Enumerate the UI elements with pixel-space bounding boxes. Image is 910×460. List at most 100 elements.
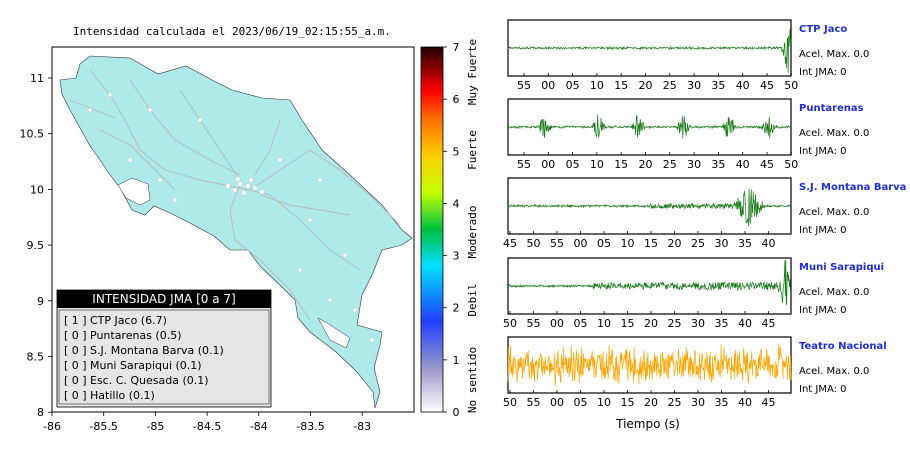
- seismogram-tick-label: 30: [691, 396, 705, 409]
- seismogram-tick-label: 30: [691, 317, 705, 330]
- station-name: Puntarenas: [799, 103, 864, 114]
- seismogram-tick-label: 45: [760, 158, 774, 171]
- colorbar-tick-label: 5: [453, 145, 460, 158]
- seismogram-tick-label: 45: [503, 237, 517, 250]
- seismogram-tick-label: 50: [527, 237, 541, 250]
- legend-item-name: Muni Sarapiqui (0.1): [90, 359, 202, 372]
- seismogram-tick-label: 05: [574, 396, 588, 409]
- station-accel-max: Acel. Max. 0.0: [799, 287, 869, 298]
- seismogram-tick-label: 40: [736, 79, 750, 92]
- seismogram-tick-label: 25: [691, 237, 705, 250]
- intensity-colorbar: 7 6 5 4 3 2 1 0 Muy Fuerte Fuerte Moderado Debil No…: [420, 39, 479, 419]
- seismogram-tick-label: 55: [527, 396, 541, 409]
- seismogram-tick-label: 00: [550, 396, 564, 409]
- seismogram-tick-label: 50: [503, 396, 517, 409]
- seismogram-tick-label: 55: [517, 79, 531, 92]
- map-x-axis: -86 -85.5 -85 -84.5 -84 -83.5 -83: [43, 412, 371, 433]
- seismogram-tick-label: 55: [550, 237, 564, 250]
- seismogram-0: 55 00 05 10 15 20 25 30 35 40 45 50 CTP Jaco Acel. Ma…: [507, 19, 869, 92]
- station-accel-max: Acel. Max. 0.0: [799, 128, 869, 139]
- colorbar-tick-label: 6: [453, 93, 460, 106]
- map-y-tick-label: 10: [30, 183, 44, 196]
- map-y-tick-label: 8.5: [27, 351, 45, 364]
- seismogram-tick-label: 05: [566, 158, 580, 171]
- legend-item-name: Puntarenas (0.5): [90, 329, 182, 342]
- station-accel-max: Acel. Max. 0.0: [799, 207, 869, 218]
- seismogram-2: 45 50 55 00 05 10 15 20 25 30 35 40 S.J. Montana Bar…: [503, 177, 906, 250]
- seismogram-tick-label: 05: [566, 79, 580, 92]
- seismogram-tick-label: 05: [574, 317, 588, 330]
- seismogram-tick-label: 50: [784, 79, 798, 92]
- seismogram-trace: [507, 259, 792, 305]
- seismogram-1: 55 00 05 10 15 20 25 30 35 40 45 50 Puntarenas Acel. …: [507, 98, 869, 171]
- station-name: Muni Sarapiqui: [799, 262, 884, 273]
- legend-item-name: Hatillo (0.1): [90, 389, 155, 402]
- seismogram-tick-label: 30: [687, 79, 701, 92]
- seismogram-tick-label: 00: [541, 158, 555, 171]
- station-accel-max: Acel. Max. 0.0: [799, 366, 869, 377]
- legend-item-name: S.J. Montana Barva (0.1): [90, 344, 224, 357]
- seismogram-tick-label: 15: [644, 237, 658, 250]
- seismogram-tick-label: 50: [784, 158, 798, 171]
- legend-item-name: CTP Jaco (6.7): [90, 314, 167, 327]
- seismogram-tick-label: 45: [762, 396, 776, 409]
- seismogram-tick-label: 50: [503, 317, 517, 330]
- seismogram-tick-label: 40: [762, 237, 776, 250]
- seismogram-tick-label: 00: [574, 237, 588, 250]
- station-name: CTP Jaco: [799, 24, 847, 35]
- map-y-tick-label: 10.5: [20, 128, 45, 141]
- seismogram-tick-label: 20: [668, 237, 682, 250]
- seismogram-tick-label: 35: [711, 158, 725, 171]
- legend-list-frame: [58, 309, 270, 405]
- map-title: Intensidad calculada el 2023/06/19_02:15…: [73, 25, 391, 38]
- legend-box: [56, 289, 272, 408]
- seismogram-tick-label: 10: [621, 237, 635, 250]
- station-int-jma: Int JMA: 0: [799, 225, 847, 236]
- time-axis-label: Tiempo (s): [615, 417, 680, 431]
- dulce-gulf: [317, 317, 351, 349]
- seismogram-tick-label: 10: [590, 158, 604, 171]
- map-y-tick-label: 9.5: [27, 239, 45, 252]
- seismogram-tick-label: 40: [736, 158, 750, 171]
- seismogram-tick-label: 15: [614, 158, 628, 171]
- seismogram-tick-label: 10: [597, 396, 611, 409]
- legend-item-name: Esc. C. Quesada (0.1): [90, 374, 209, 387]
- costa-rica-landmass: [59, 55, 413, 409]
- seismogram-tick-label: 25: [668, 317, 682, 330]
- legend-item-code: [ 0 ]: [64, 374, 87, 387]
- town-markers: [87, 92, 375, 343]
- colorbar-tick-label: 0: [453, 406, 460, 419]
- seismogram-tick-label: 15: [621, 317, 635, 330]
- seismogram-tick-label: 55: [527, 317, 541, 330]
- seismogram-tick-label: 35: [711, 79, 725, 92]
- seismogram-tick-label: 35: [738, 237, 752, 250]
- legend-item-code: [ 0 ]: [64, 329, 87, 342]
- map-x-tick-label: -85: [146, 420, 164, 433]
- seismogram-tick-label: 20: [639, 158, 653, 171]
- seismogram-trace: [507, 343, 792, 387]
- map-x-tick-label: -84.5: [193, 420, 221, 433]
- station-int-jma: Int JMA: 0: [799, 305, 847, 316]
- seismogram-tick-label: 05: [597, 237, 611, 250]
- seismogram-3: 50 55 00 05 10 15 20 25 30 35 40 45 Muni Sarapiqui Ac…: [503, 257, 884, 330]
- station-name: Teatro Nacional: [799, 341, 887, 352]
- map-y-tick-label: 11: [30, 72, 44, 85]
- map-x-tick-label: -84: [250, 420, 268, 433]
- colorbar-level-label: Debil: [466, 283, 479, 316]
- colorbar-tick-label: 2: [453, 302, 460, 315]
- seismogram-tick-label: 55: [517, 158, 531, 171]
- map-y-tick-label: 9: [37, 295, 44, 308]
- map-x-tick-label: -85.5: [89, 420, 117, 433]
- seismogram-4: 50 55 00 05 10 15 20 25 30 35 40 45 Teatro Nacional A…: [503, 336, 887, 409]
- colorbar-tick-label: 3: [453, 250, 460, 263]
- colorbar-tick-label: 1: [453, 354, 460, 367]
- seismogram-tick-label: 40: [738, 317, 752, 330]
- colorbar-tick-label: 4: [453, 197, 460, 210]
- seismogram-trace: [507, 114, 792, 139]
- station-int-jma: Int JMA: 0: [799, 146, 847, 157]
- seismogram-tick-label: 20: [644, 317, 658, 330]
- colorbar-level-label: Fuerte: [466, 130, 479, 170]
- seismogram-tick-label: 30: [687, 158, 701, 171]
- seismogram-tick-label: 15: [621, 396, 635, 409]
- seismogram-tick-label: 40: [738, 396, 752, 409]
